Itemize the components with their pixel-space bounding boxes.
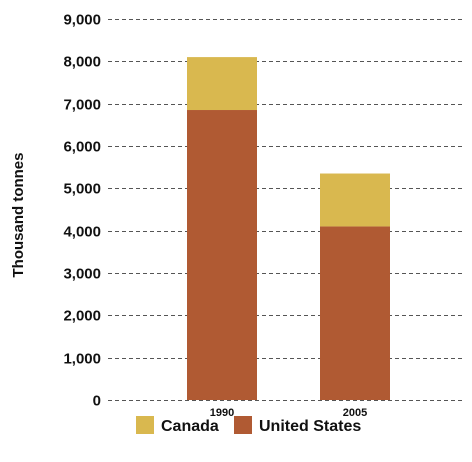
legend: Canada United States <box>136 416 361 435</box>
y-tick-label: 7,000 <box>63 97 101 114</box>
x-tick-labels: 1990 2005 <box>210 407 367 419</box>
x-tick-label: 2005 <box>343 407 367 419</box>
y-tick-label: 6,000 <box>63 139 101 156</box>
bars <box>187 57 390 401</box>
bar-segment <box>187 110 257 401</box>
y-tick-label: 0 <box>93 393 101 410</box>
x-tick-label: 1990 <box>210 407 234 419</box>
y-tick-label: 5,000 <box>63 181 101 198</box>
y-tick-label: 9,000 <box>63 12 101 29</box>
y-tick-label: 1,000 <box>63 351 101 368</box>
y-tick-labels: 0 1,000 2,000 3,000 4,000 5,000 6,000 7,000 8,00… <box>63 12 101 410</box>
y-tick-label: 8,000 <box>63 54 101 71</box>
legend-label: Canada <box>161 418 219 435</box>
bar-segment <box>187 57 257 111</box>
legend-swatch <box>234 416 252 434</box>
y-tick-label: 4,000 <box>63 224 101 241</box>
y-tick-label: 3,000 <box>63 266 101 283</box>
y-tick-label: 2,000 <box>63 308 101 325</box>
bar-segment <box>320 173 390 227</box>
bar-segment <box>320 226 390 400</box>
legend-label: United States <box>259 418 361 435</box>
gridlines <box>108 19 465 401</box>
y-axis-title: Thousand tonnes <box>10 153 27 278</box>
legend-swatch <box>136 416 154 434</box>
